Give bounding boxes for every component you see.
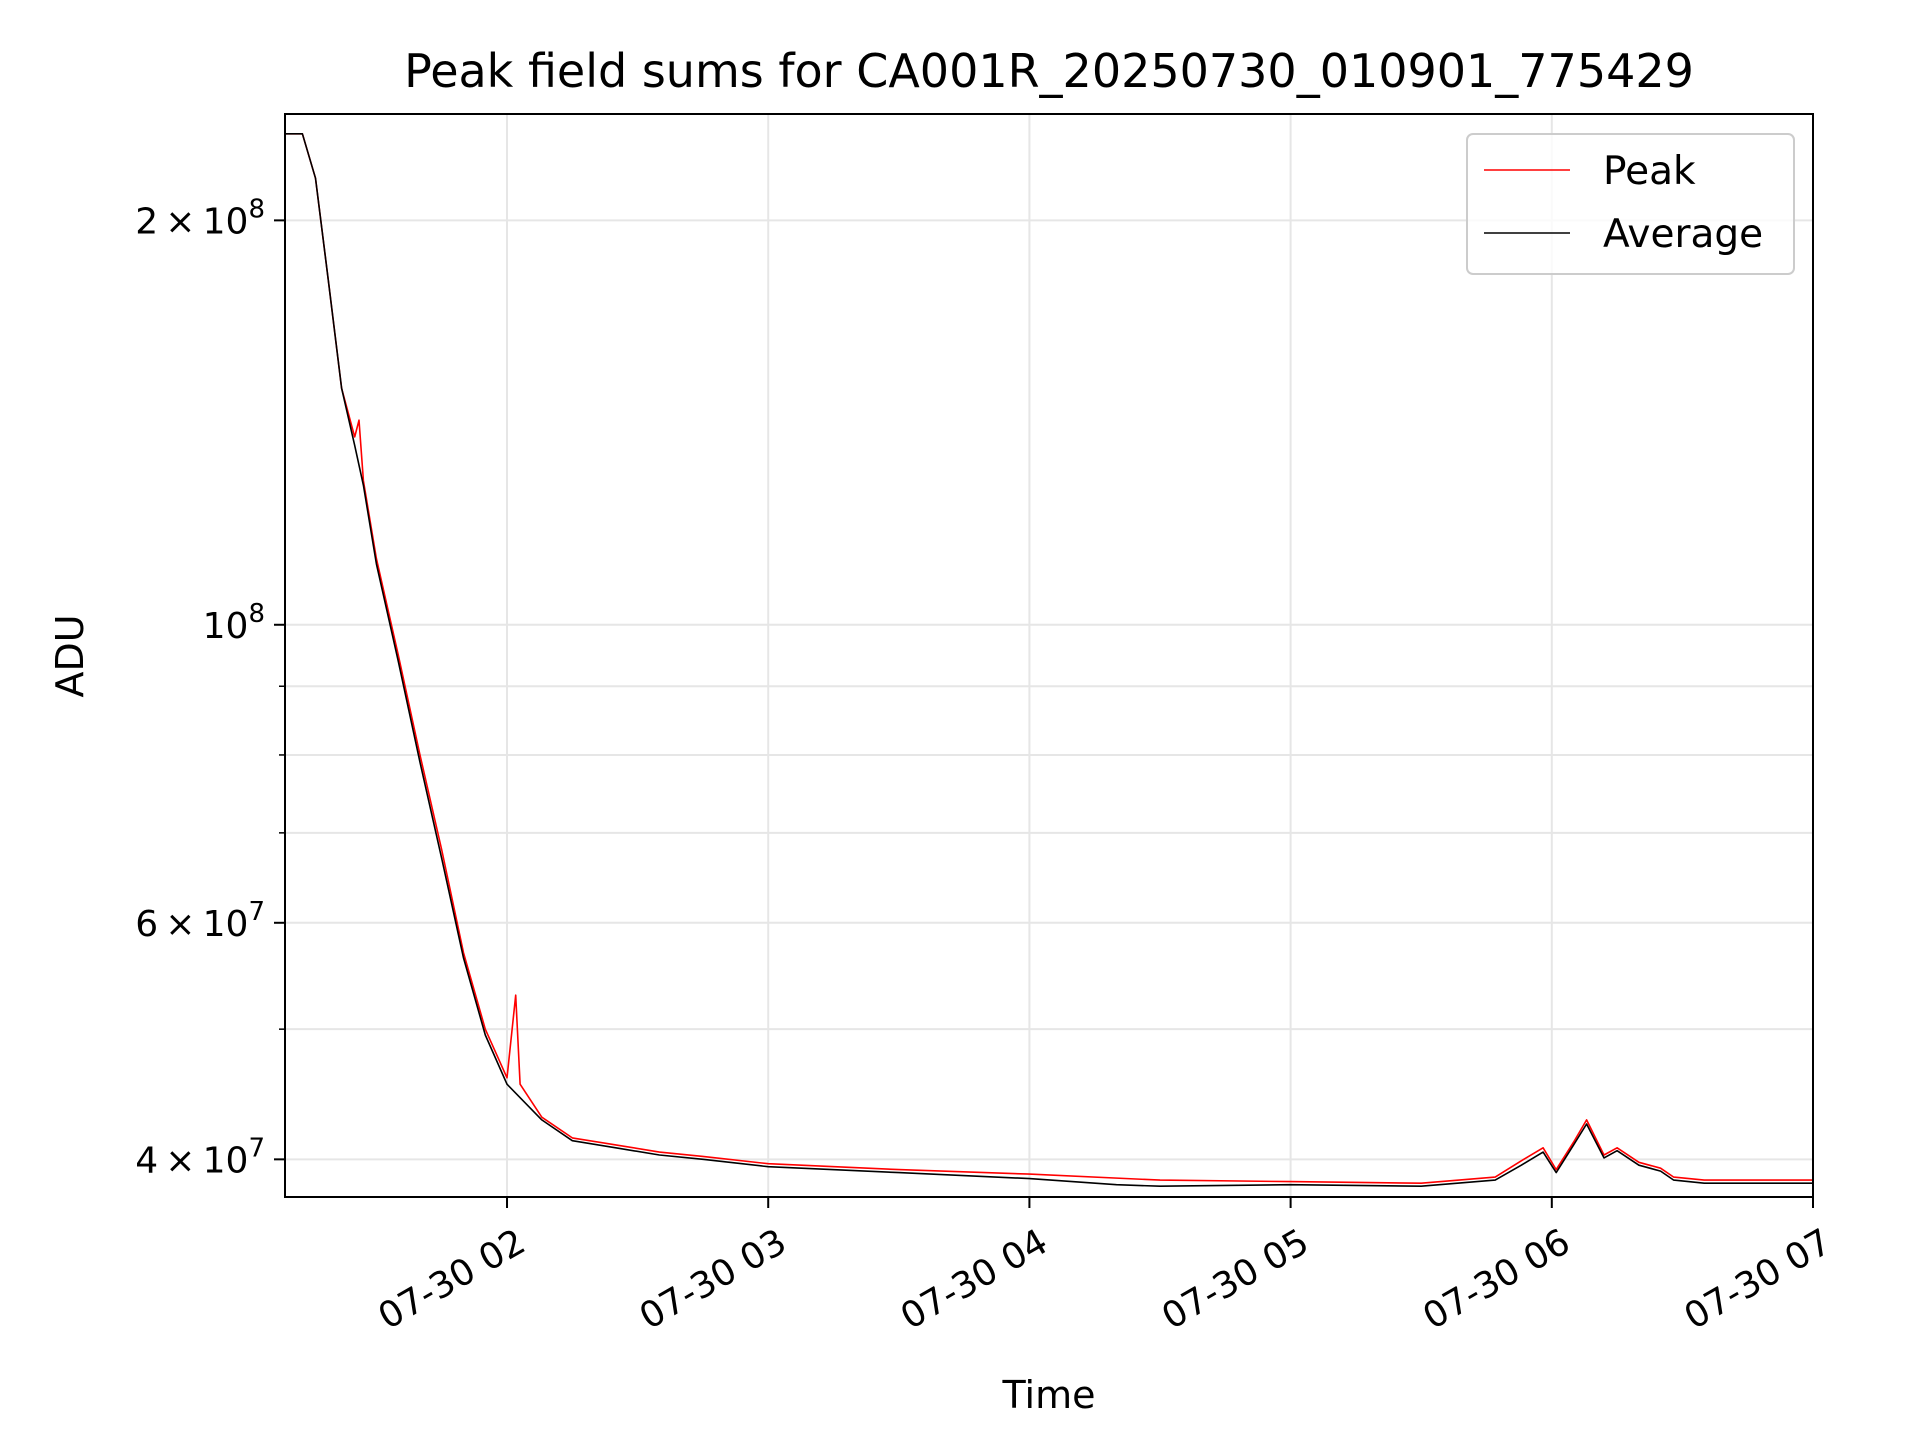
y-tick-label: 2 × 108 — [135, 194, 265, 242]
grid — [285, 114, 1813, 1197]
x-axis-label: Time — [1002, 1373, 1096, 1417]
y-axis-label: ADU — [48, 614, 92, 697]
x-tick-label: 07-30 04 — [894, 1221, 1055, 1337]
x-tick-label: 07-30 07 — [1678, 1221, 1839, 1337]
x-tick-label: 07-30 05 — [1155, 1221, 1316, 1337]
legend: Peak Average — [1466, 133, 1795, 275]
series-line-average — [285, 133, 1813, 1187]
plot-frame — [284, 113, 1814, 1198]
x-tick-label: 07-30 06 — [1416, 1221, 1577, 1337]
legend-label-peak: Peak — [1603, 149, 1696, 194]
chart-title: Peak field sums for CA001R_20250730_0109… — [404, 44, 1694, 98]
y-tick-label: 6 × 107 — [135, 897, 265, 945]
legend-label-average: Average — [1603, 212, 1763, 257]
series-line-peak — [285, 133, 1813, 1184]
y-tick-label: 108 — [203, 599, 265, 647]
x-tick-label: 07-30 02 — [372, 1221, 533, 1337]
x-tick-label: 07-30 03 — [633, 1221, 794, 1337]
axis-ticks: 07-30 02 07-30 03 07-30 04 07-30 05 07-30 06… — [135, 194, 1838, 1338]
legend-box — [1466, 133, 1795, 275]
series-layer — [285, 133, 1813, 1187]
y-tick-label: 4 × 107 — [135, 1133, 265, 1181]
